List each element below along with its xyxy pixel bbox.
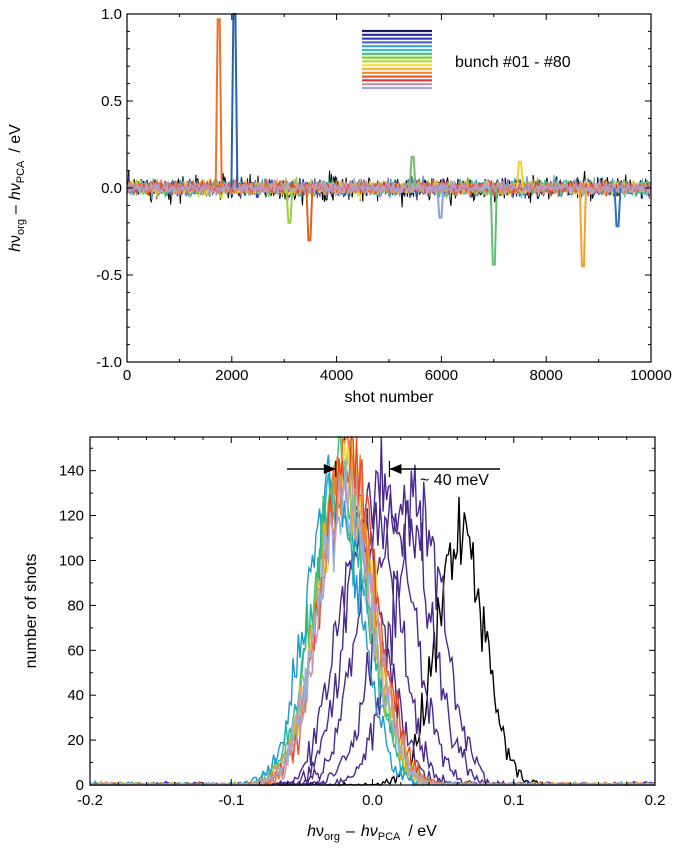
top-plot-area: [126, 13, 652, 268]
bottom-y-tick-label: 60: [67, 642, 84, 659]
top-y-axis-label: hνorg–hνPCA/ eV: [7, 124, 27, 252]
top-y-tick-label: 0.0: [101, 180, 122, 197]
spike-7: [516, 160, 524, 189]
bottom-panel: -0.2 -0.1 0.0 0.1 0.2 0 20 40 60 80 100 120 140 ~ 40…: [23, 435, 665, 843]
top-ticks: 0 2000 4000 6000 8000 10000 -1.0 -0.5 0.0 0.5 1.0: [96, 6, 672, 384]
spike-1: [230, 13, 239, 189]
bottom-y-tick-label: 40: [67, 687, 84, 704]
spike-6: [489, 187, 498, 266]
bottom-plot-area: [89, 435, 656, 788]
top-panel: 0 2000 4000 6000 8000 10000-1.0-0.50.00.51.0 …: [7, 6, 672, 406]
top-x-tick-label: 0: [123, 367, 131, 384]
top-x-tick-label: 8000: [530, 367, 563, 384]
top-legend: bunch #01 - #80: [362, 29, 571, 90]
histogram-series-15: [89, 458, 656, 787]
legend-label: bunch #01 - #80: [455, 54, 571, 71]
arrow-right-head: [389, 464, 402, 474]
top-x-tick-label: 4000: [320, 367, 353, 384]
width-annotation-label: ~ 40 meV: [420, 472, 489, 489]
arrow-left-head: [323, 464, 336, 474]
spike-9: [613, 187, 622, 228]
spike-2: [285, 187, 294, 224]
top-y-tick-label: -0.5: [96, 267, 122, 284]
top-x-tick-label: 2000: [215, 367, 248, 384]
bottom-y-tick-label: 80: [67, 597, 84, 614]
bottom-y-tick-label: 20: [67, 732, 84, 749]
width-annotation: ~ 40 meV: [287, 461, 500, 489]
spike-8: [578, 187, 587, 268]
bottom-y-tick-label: 140: [59, 463, 84, 480]
bottom-y-tick-label: 120: [59, 508, 84, 525]
spike-4: [408, 155, 417, 189]
top-x-tick-label: 6000: [425, 367, 458, 384]
spike-5: [436, 187, 445, 219]
bottom-x-axis-label: hνorg – hνPCA / eV: [307, 823, 437, 843]
top-x-axis-label: shot number: [345, 389, 435, 406]
top-x-tick-label: 10000: [630, 367, 672, 384]
spike-0: [214, 18, 223, 189]
top-y-tick-label: -1.0: [96, 354, 122, 371]
bottom-y-tick-label: 0: [76, 777, 84, 794]
bottom-x-tick-label: -0.1: [218, 792, 244, 809]
top-y-tick-label: 0.5: [101, 93, 122, 110]
bottom-y-tick-label: 100: [59, 552, 84, 569]
legend-swatches: [362, 29, 432, 90]
noise-trace-16: [126, 178, 652, 197]
bottom-x-tick-label: 0.1: [503, 792, 524, 809]
top-y-tick-label: 1.0: [101, 6, 122, 23]
bottom-x-tick-label: 0.2: [645, 792, 666, 809]
bottom-x-tick-label: -0.2: [77, 792, 103, 809]
bottom-ticks: -0.2 -0.1 0.0 0.1 0.2 0 20 40 60 80 100 120 140: [59, 437, 665, 809]
bottom-y-axis-label: number of shots: [23, 554, 40, 669]
spike-3: [305, 187, 314, 242]
width-arrows: [287, 461, 500, 477]
bottom-x-tick-label: 0.0: [362, 792, 383, 809]
